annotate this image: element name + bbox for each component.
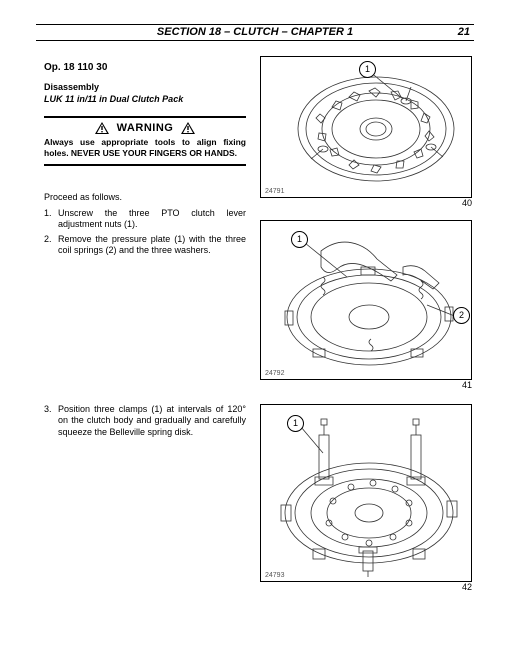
step-text: Position three clamps (1) at intervals o…: [58, 404, 246, 438]
figure-42: 1 24793: [260, 404, 472, 582]
warning-label: WARNING: [117, 122, 174, 134]
figure-caption-41: 41: [462, 380, 472, 390]
warning-triangle-icon: [181, 122, 195, 134]
callout-1: 1: [359, 61, 376, 78]
clutch-top-illustration: [261, 57, 471, 197]
operation-code: Op. 18 110 30: [44, 62, 107, 73]
subheading-luk: LUK 11 in/11 in Dual Clutch Pack: [44, 94, 183, 104]
page: SECTION 18 – CLUTCH – CHAPTER 1 21 Op. 1…: [0, 0, 510, 657]
header-title: SECTION 18 – CLUTCH – CHAPTER 1: [0, 26, 510, 38]
warning-text: Always use appropriate tools to align fi…: [44, 137, 246, 158]
step-1: 1. Unscrew the three PTO clutch lever ad…: [44, 208, 246, 231]
step-number: 3.: [44, 404, 52, 415]
warning-header: WARNING: [44, 122, 246, 134]
figure-41: 1 2 24792: [260, 220, 472, 380]
callout-1: 1: [287, 415, 304, 432]
step-2: 2. Remove the pressure plate (1) with th…: [44, 234, 246, 257]
callout-1: 1: [291, 231, 308, 248]
image-ref-number: 24792: [265, 370, 284, 377]
disassembly-heading: Disassembly: [44, 82, 99, 92]
figure-caption-42: 42: [462, 582, 472, 592]
header-rule-top: [36, 24, 474, 25]
warning-box: WARNING Always use appropriate tools to …: [44, 116, 246, 166]
step-number: 2.: [44, 234, 52, 245]
proceed-text: Proceed as follows.: [44, 192, 122, 202]
image-ref-number: 24791: [265, 188, 284, 195]
step-3: 3. Position three clamps (1) at interval…: [44, 404, 246, 438]
step-text: Remove the pressure plate (1) with the t…: [58, 234, 246, 257]
figure-caption-40: 40: [462, 198, 472, 208]
figure-40: 1 24791: [260, 56, 472, 198]
image-ref-number: 24793: [265, 572, 284, 579]
warning-triangle-icon: [95, 122, 109, 134]
header-rule-bottom: [36, 40, 474, 41]
step-text: Unscrew the three PTO clutch lever adjus…: [58, 208, 246, 231]
step-number: 1.: [44, 208, 52, 219]
callout-2: 2: [453, 307, 470, 324]
page-number: 21: [458, 26, 470, 38]
